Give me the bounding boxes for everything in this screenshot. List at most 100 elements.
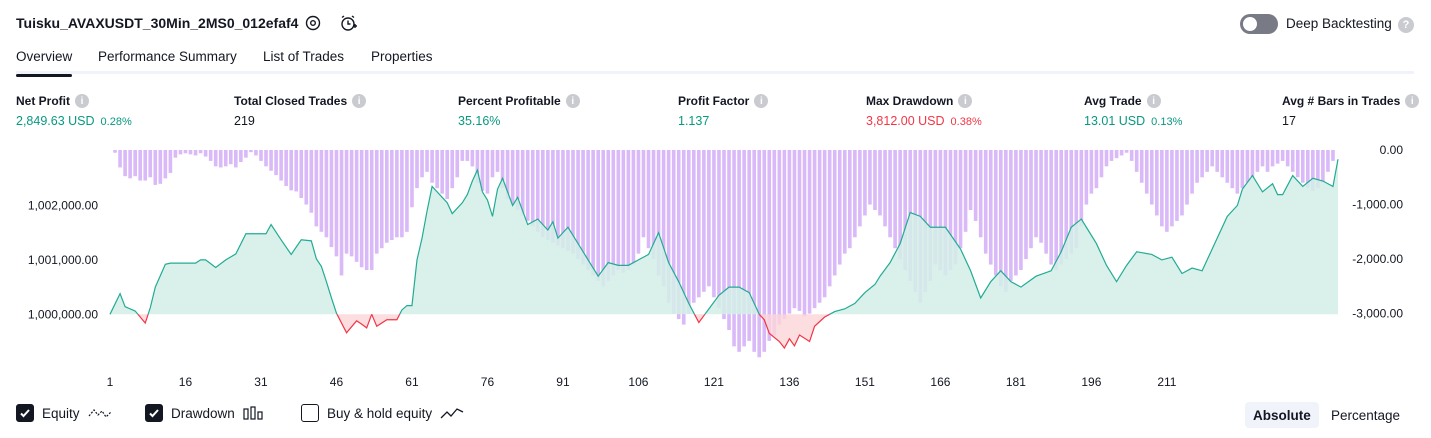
drawdown-bar [928, 150, 933, 281]
drawdown-bar [158, 150, 163, 184]
drawdown-bar [379, 150, 384, 249]
drawdown-bar [571, 150, 575, 254]
drawdown-bar [425, 150, 429, 172]
drawdown-bar [1230, 150, 1235, 189]
drawdown-bar [671, 150, 676, 314]
equity-line-icon [88, 409, 111, 418]
x-axis-tick: 16 [179, 375, 193, 389]
legend-drawdown[interactable]: Drawdown [145, 404, 265, 422]
x-axis-tick: 91 [556, 375, 570, 389]
drawdown-bar [1200, 150, 1204, 178]
drawdown-bar [611, 150, 616, 276]
drawdown-bar [1124, 150, 1129, 153]
metric-label: Profit Factor [678, 94, 750, 108]
absolute-button[interactable]: Absolute [1245, 402, 1319, 428]
drawdown-bar [1049, 150, 1053, 265]
legend-buy-hold-equity[interactable]: Buy & hold equity [301, 404, 464, 422]
info-icon[interactable]: i [565, 94, 580, 108]
drawdown-bar [631, 150, 636, 265]
drawdown-bar [359, 150, 364, 268]
percentage-button[interactable]: Percentage [1331, 407, 1401, 423]
drawdown-bar [138, 150, 142, 181]
drawdown-bar [777, 150, 782, 325]
drawdown-bar [948, 150, 953, 270]
drawdown-bar [717, 150, 721, 309]
drawdown-bar [661, 150, 666, 287]
drawdown-bar [445, 150, 449, 200]
drawdown-bar [983, 150, 988, 254]
deep-backtesting-toggle[interactable] [1240, 14, 1278, 34]
info-icon[interactable]: i [1146, 94, 1161, 108]
drawdown-checkbox[interactable] [145, 404, 163, 422]
x-axis-tick: 61 [405, 375, 419, 389]
drawdown-bar [244, 150, 248, 158]
tab-properties[interactable]: Properties [371, 49, 433, 64]
drawdown-bar [188, 150, 193, 155]
metric-label: Percent Profitable [458, 94, 561, 108]
drawdown-bar [566, 150, 570, 251]
drawdown-bar [500, 150, 505, 189]
drawdown-bar [460, 150, 465, 161]
drawdown-bar [1180, 150, 1184, 216]
drawdown-bar [958, 150, 963, 249]
drawdown-bar [576, 150, 580, 260]
drawdown-bar [1034, 150, 1038, 238]
equity-drawdown-chart[interactable]: 1,002,000.00 1,001,000.00 1,000,000.00 0.0… [0, 140, 1431, 390]
drawdown-bar [1210, 150, 1214, 167]
tab-list-of-trades[interactable]: List of Trades [263, 49, 345, 64]
drawdown-bar [319, 150, 324, 232]
drawdown-bar [1160, 150, 1164, 227]
buy-hold-checkbox[interactable] [301, 404, 319, 422]
drawdown-bar [1265, 150, 1270, 172]
drawdown-bar [1029, 150, 1033, 249]
info-icon[interactable]: i [754, 94, 769, 108]
drawdown-bar [1316, 150, 1320, 189]
drawdown-bar [384, 150, 389, 243]
strategy-title: Tuisku_AVAXUSDT_30Min_2MS0_012efaf4 [16, 15, 299, 31]
drawdown-bar [153, 150, 158, 185]
x-axis-tick: 1 [107, 375, 114, 389]
drawdown-bar [933, 150, 938, 265]
drawdown-bar [344, 150, 349, 254]
drawdown-bar [1220, 150, 1225, 178]
drawdown-bar [465, 150, 470, 161]
info-icon[interactable]: i [352, 94, 367, 108]
drawdown-bar [586, 150, 590, 270]
tab-overview[interactable]: Overview [16, 49, 73, 77]
drawdown-bar [1185, 150, 1189, 205]
settings-gear-icon[interactable] [302, 12, 324, 34]
drawdown-bar [133, 150, 137, 177]
drawdown-bar [963, 150, 968, 232]
info-icon[interactable]: i [75, 94, 89, 108]
drawdown-bar [450, 150, 455, 189]
drawdown-bar [113, 150, 117, 153]
metric-label: Total Closed Trades [234, 94, 348, 108]
drawdown-bar [1059, 150, 1063, 265]
drawdown-bar [324, 150, 329, 238]
metric-percent-profitable: Percent Profitable i 35.16% [458, 94, 580, 128]
drawdown-bar [762, 150, 767, 352]
x-axis-tick: 76 [481, 375, 495, 389]
drawdown-bar [702, 150, 706, 292]
info-icon[interactable]: i [958, 94, 973, 108]
drawdown-bar [757, 150, 762, 358]
drawdown-bar [470, 150, 475, 167]
drawdown-bar [1064, 150, 1069, 260]
drawdown-bar [234, 150, 238, 168]
legend-label: Equity [42, 405, 80, 421]
right-axis-tick: -2,000.00 [1352, 252, 1403, 266]
drawdown-bar [807, 150, 812, 314]
drawdown-bar [616, 150, 621, 270]
equity-fill [704, 287, 760, 315]
drawdown-bar [183, 150, 188, 154]
legend-equity[interactable]: Equity [16, 404, 112, 422]
tab-performance-summary[interactable]: Performance Summary [98, 49, 237, 64]
drawdown-bar [812, 150, 817, 309]
add-alert-icon[interactable] [337, 12, 359, 34]
help-icon[interactable]: ? [1398, 17, 1414, 33]
info-icon[interactable]: i [1405, 94, 1420, 108]
drawdown-bar [732, 150, 736, 347]
drawdown-bar [1114, 150, 1119, 159]
equity-checkbox[interactable] [16, 404, 34, 422]
drawdown-bar [309, 150, 314, 213]
